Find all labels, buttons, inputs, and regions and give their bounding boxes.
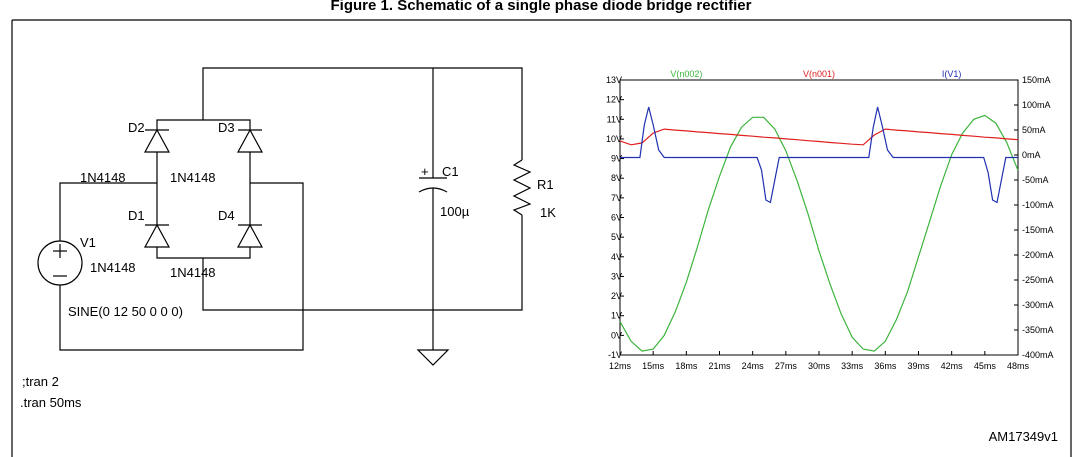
x-tick-label: 39ms (907, 361, 930, 371)
y2-tick-label: -250mA (1022, 275, 1054, 285)
component-ref: D3 (218, 120, 235, 135)
component-value: 1K (540, 205, 556, 220)
y-tick-label: 11V (607, 114, 622, 124)
y-tick-label: 1V (611, 311, 622, 321)
component-model: 1N4148 (170, 265, 216, 280)
component-ref: D2 (128, 120, 145, 135)
y2-tick-label: -200mA (1022, 250, 1054, 260)
diode (236, 128, 264, 153)
schematic: + D2 D3 D1 D4 1N4148 1N4148 1N4148 1N414… (20, 67, 556, 410)
frame (11, 19, 1072, 457)
component-ref: C1 (442, 164, 459, 179)
y-tick-label: 7V (611, 193, 622, 203)
component-ref: V1 (80, 235, 96, 250)
y2-tick-label: 50mA (1022, 125, 1046, 135)
component-value: 100µ (440, 204, 470, 219)
y-tick-label: 2V (611, 291, 622, 301)
polarity: + (421, 164, 429, 179)
y-tick-label: 12V (606, 95, 622, 105)
x-tick-label: 12ms (609, 361, 632, 371)
x-tick-label: 36ms (874, 361, 897, 371)
y-tick-label: 9V (611, 154, 622, 164)
component-ref: R1 (537, 177, 554, 192)
y-tick-label: 3V (611, 271, 622, 281)
y-tick-label: 4V (611, 252, 622, 262)
y2-tick-label: -350mA (1022, 325, 1054, 335)
x-tick-label: 30ms (808, 361, 831, 371)
diode (143, 128, 171, 153)
x-tick-label: 15ms (642, 361, 665, 371)
component-ref: D1 (128, 208, 145, 223)
component-ref: D4 (218, 208, 235, 223)
y2-tick-label: 150mA (1022, 75, 1051, 85)
y-tick-label: 0V (611, 330, 622, 340)
series-line (619, 128, 1019, 146)
sim-directive: ;tran 2 (22, 374, 59, 389)
plot-area (619, 79, 1019, 356)
y2-tick-label: -150mA (1022, 225, 1054, 235)
y2-tick-label: -50mA (1022, 175, 1049, 185)
component-model: 1N4148 (90, 260, 136, 275)
x-tick-label: 42ms (941, 361, 964, 371)
y-tick-label: 8V (611, 173, 622, 183)
x-tick-label: 27ms (775, 361, 798, 371)
y2-tick-label: -100mA (1022, 200, 1054, 210)
legend-entry: V(n002) (670, 69, 702, 79)
plot: 12ms 15ms 18ms 21ms 24ms 27ms 30ms 33ms 36ms 39ms… (606, 69, 1054, 371)
legend-entry: I(V1) (942, 69, 962, 79)
x-tick-label: 33ms (841, 361, 864, 371)
x-tick-label: 24ms (742, 361, 765, 371)
sim-directive: .tran 50ms (20, 395, 82, 410)
x-tick-label: 48ms (1007, 361, 1030, 371)
x-tick-label: 18ms (675, 361, 698, 371)
y-tick-label: 5V (611, 232, 622, 242)
y2-tick-label: -400mA (1022, 350, 1054, 360)
y2-tick-label: -300mA (1022, 300, 1054, 310)
series-line (620, 106, 1018, 204)
figure-id: AM17349v1 (989, 429, 1058, 444)
series-line (619, 114, 1019, 352)
y-tick-label: 10V (606, 134, 622, 144)
diode (143, 223, 171, 248)
y2-tick-label: 0mA (1022, 150, 1041, 160)
component-value: SINE(0 12 50 0 0 0) (68, 304, 183, 319)
figure-title: Figure 1. Schematic of a single phase di… (331, 0, 752, 14)
component-model: 1N4148 (170, 170, 216, 185)
y-tick-label: 6V (611, 213, 622, 223)
x-tick-label: 21ms (708, 361, 731, 371)
component-model: 1N4148 (80, 170, 126, 185)
legend-entry: V(n001) (803, 69, 835, 79)
y-tick-label: -1V (608, 350, 622, 360)
y2-tick-label: 100mA (1022, 100, 1051, 110)
diode (236, 223, 264, 248)
y-tick-label: 13V (606, 75, 622, 85)
x-tick-label: 45ms (974, 361, 997, 371)
